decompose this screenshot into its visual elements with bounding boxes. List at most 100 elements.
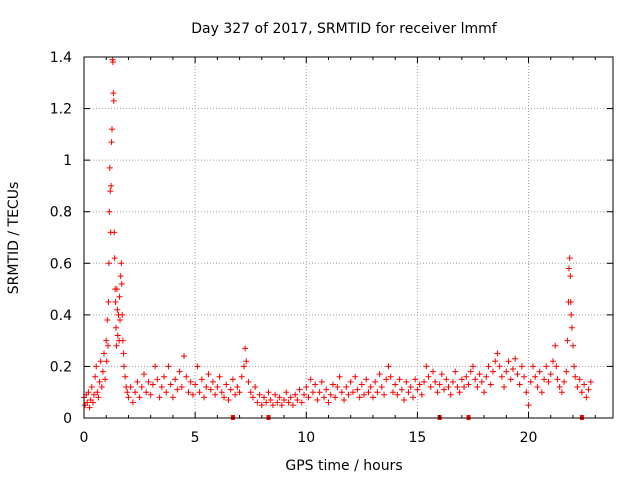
data-point bbox=[129, 399, 136, 406]
data-point bbox=[234, 384, 241, 391]
data-point bbox=[571, 363, 578, 370]
data-point bbox=[489, 368, 496, 375]
data-point bbox=[285, 399, 292, 406]
data-point bbox=[109, 126, 116, 133]
data-point bbox=[552, 342, 559, 349]
data-point bbox=[201, 394, 208, 401]
data-point bbox=[118, 280, 125, 287]
data-point bbox=[447, 391, 454, 398]
data-point bbox=[572, 373, 579, 380]
data-point bbox=[117, 317, 124, 324]
data-point bbox=[521, 373, 528, 380]
data-point bbox=[456, 389, 463, 396]
chart-title: Day 327 of 2017, SRMTID for receiver lmm… bbox=[191, 21, 498, 37]
data-point bbox=[247, 389, 254, 396]
data-point bbox=[141, 371, 148, 378]
data-point bbox=[189, 391, 196, 398]
data-point bbox=[505, 358, 512, 365]
data-point bbox=[110, 97, 117, 104]
data-point bbox=[95, 394, 102, 401]
data-point bbox=[449, 378, 456, 385]
data-point bbox=[113, 342, 120, 349]
data-point bbox=[113, 286, 120, 293]
y-tick-label: 0.2 bbox=[50, 359, 72, 375]
data-point bbox=[392, 381, 399, 388]
data-point bbox=[112, 298, 119, 305]
data-point bbox=[256, 391, 263, 398]
data-point bbox=[227, 386, 234, 393]
data-point bbox=[232, 391, 239, 398]
data-point bbox=[465, 381, 472, 388]
data-point bbox=[569, 342, 576, 349]
data-point bbox=[374, 389, 381, 396]
data-point bbox=[383, 376, 390, 383]
data-point bbox=[568, 311, 575, 318]
data-point bbox=[349, 389, 356, 396]
data-point bbox=[127, 384, 134, 391]
data-point bbox=[409, 394, 416, 401]
data-point bbox=[121, 363, 128, 370]
data-point bbox=[109, 59, 116, 66]
data-point bbox=[178, 384, 185, 391]
data-point bbox=[332, 394, 339, 401]
data-point bbox=[289, 402, 296, 409]
data-point bbox=[298, 399, 305, 406]
data-point bbox=[296, 386, 303, 393]
data-point bbox=[238, 373, 245, 380]
data-point bbox=[158, 384, 165, 391]
data-point bbox=[207, 386, 214, 393]
data-point bbox=[441, 386, 448, 393]
data-point bbox=[518, 363, 525, 370]
data-point bbox=[94, 389, 101, 396]
data-point bbox=[174, 386, 181, 393]
y-tick-label: 0.4 bbox=[50, 308, 72, 324]
data-point bbox=[472, 376, 479, 383]
data-point bbox=[292, 391, 299, 398]
data-point bbox=[294, 396, 301, 403]
data-point bbox=[385, 363, 392, 370]
y-axis-label: SRMTID / TECUs bbox=[6, 182, 22, 295]
data-point bbox=[329, 381, 336, 388]
data-point bbox=[258, 402, 265, 409]
data-point bbox=[176, 368, 183, 375]
data-point bbox=[161, 373, 168, 380]
data-point bbox=[221, 394, 228, 401]
data-point bbox=[108, 139, 115, 146]
data-point bbox=[463, 373, 470, 380]
data-point bbox=[267, 396, 274, 403]
data-point bbox=[212, 391, 219, 398]
data-point bbox=[85, 389, 92, 396]
data-point bbox=[143, 389, 150, 396]
data-point bbox=[118, 260, 125, 267]
data-point bbox=[236, 389, 243, 396]
data-point bbox=[476, 371, 483, 378]
data-point bbox=[369, 394, 376, 401]
data-point bbox=[492, 358, 499, 365]
data-point bbox=[565, 265, 572, 272]
data-point bbox=[163, 389, 170, 396]
y-tick-label: 0.6 bbox=[50, 256, 72, 272]
data-point bbox=[558, 389, 565, 396]
data-point bbox=[96, 378, 103, 385]
data-point bbox=[516, 381, 523, 388]
data-point bbox=[218, 389, 225, 396]
data-point bbox=[114, 306, 121, 313]
data-point bbox=[216, 373, 223, 380]
data-point bbox=[514, 371, 521, 378]
data-point bbox=[585, 386, 592, 393]
data-point bbox=[354, 386, 361, 393]
data-point bbox=[545, 378, 552, 385]
data-point bbox=[398, 386, 405, 393]
data-point bbox=[93, 363, 100, 370]
data-point bbox=[88, 384, 95, 391]
data-point bbox=[403, 378, 410, 385]
data-point bbox=[192, 381, 199, 388]
data-point bbox=[323, 386, 330, 393]
data-point bbox=[554, 376, 561, 383]
data-point bbox=[132, 389, 139, 396]
data-point bbox=[245, 378, 252, 385]
data-point bbox=[183, 373, 190, 380]
data-point bbox=[316, 389, 323, 396]
data-point bbox=[125, 394, 132, 401]
data-point bbox=[423, 363, 430, 370]
